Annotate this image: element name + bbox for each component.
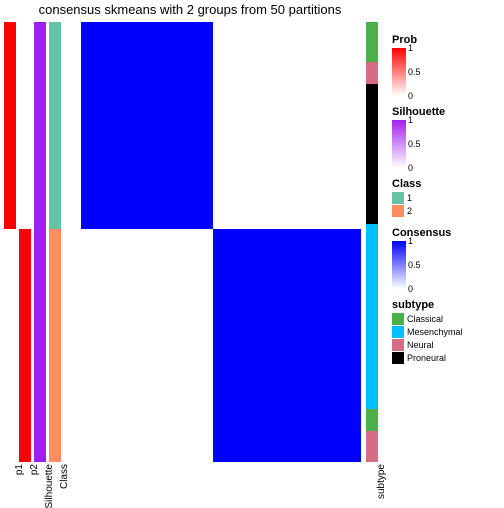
anno-label-class: Class bbox=[59, 464, 70, 489]
anno-label-p1: p1 bbox=[14, 464, 25, 475]
legend-item-label: Neural bbox=[407, 340, 434, 350]
anno-col-class bbox=[49, 22, 61, 462]
legend-item-label: 1 bbox=[407, 193, 412, 203]
legend-item: Mesenchymal bbox=[392, 326, 502, 338]
gradient-ticks: 10.50 bbox=[408, 48, 432, 96]
legend-title: Class bbox=[392, 178, 502, 190]
swatch bbox=[392, 352, 404, 364]
legend-subtype: subtype Classical Mesenchymal Neural Proneur… bbox=[392, 299, 502, 364]
gradient-swatch bbox=[392, 241, 406, 289]
swatch bbox=[392, 192, 404, 204]
anno-label-p2: p2 bbox=[29, 464, 40, 475]
legend-consensus: Consensus10.50 bbox=[392, 227, 502, 289]
swatch bbox=[392, 326, 404, 338]
legend-silhouette: Silhouette10.50 bbox=[392, 106, 502, 168]
legend-item-label: 2 bbox=[407, 206, 412, 216]
swatch bbox=[392, 313, 404, 325]
legend-item: Classical bbox=[392, 313, 502, 325]
gradient-ticks: 10.50 bbox=[408, 120, 432, 168]
anno-col-p1 bbox=[4, 22, 16, 462]
gradient-swatch bbox=[392, 48, 406, 96]
plot-area bbox=[4, 22, 376, 462]
gradient-ticks: 10.50 bbox=[408, 241, 432, 289]
legend-prob: Prob10.50 bbox=[392, 34, 502, 96]
swatch bbox=[392, 205, 404, 217]
legend-item: Neural bbox=[392, 339, 502, 351]
anno-col-silhouette bbox=[34, 22, 46, 462]
consensus-heatmap bbox=[81, 22, 361, 462]
swatch bbox=[392, 339, 404, 351]
legend-title: subtype bbox=[392, 299, 502, 311]
legend-item-label: Classical bbox=[407, 314, 443, 324]
legend-item-label: Mesenchymal bbox=[407, 327, 463, 337]
anno-label-silhouette: Silhouette bbox=[44, 464, 55, 508]
legend-item-label: Proneural bbox=[407, 353, 446, 363]
chart-title: consensus skmeans with 2 groups from 50 … bbox=[0, 2, 380, 17]
anno-label-subtype: subtype bbox=[376, 464, 387, 499]
legend-item: 1 bbox=[392, 192, 502, 204]
legend-item: Proneural bbox=[392, 352, 502, 364]
gradient-swatch bbox=[392, 120, 406, 168]
legend-item: 2 bbox=[392, 205, 502, 217]
legends: Prob10.50 Silhouette10.50 Class 1 2 Consensus… bbox=[392, 34, 502, 374]
legend-class: Class 1 2 bbox=[392, 178, 502, 217]
anno-col-subtype bbox=[366, 22, 378, 462]
anno-col-p2 bbox=[19, 22, 31, 462]
